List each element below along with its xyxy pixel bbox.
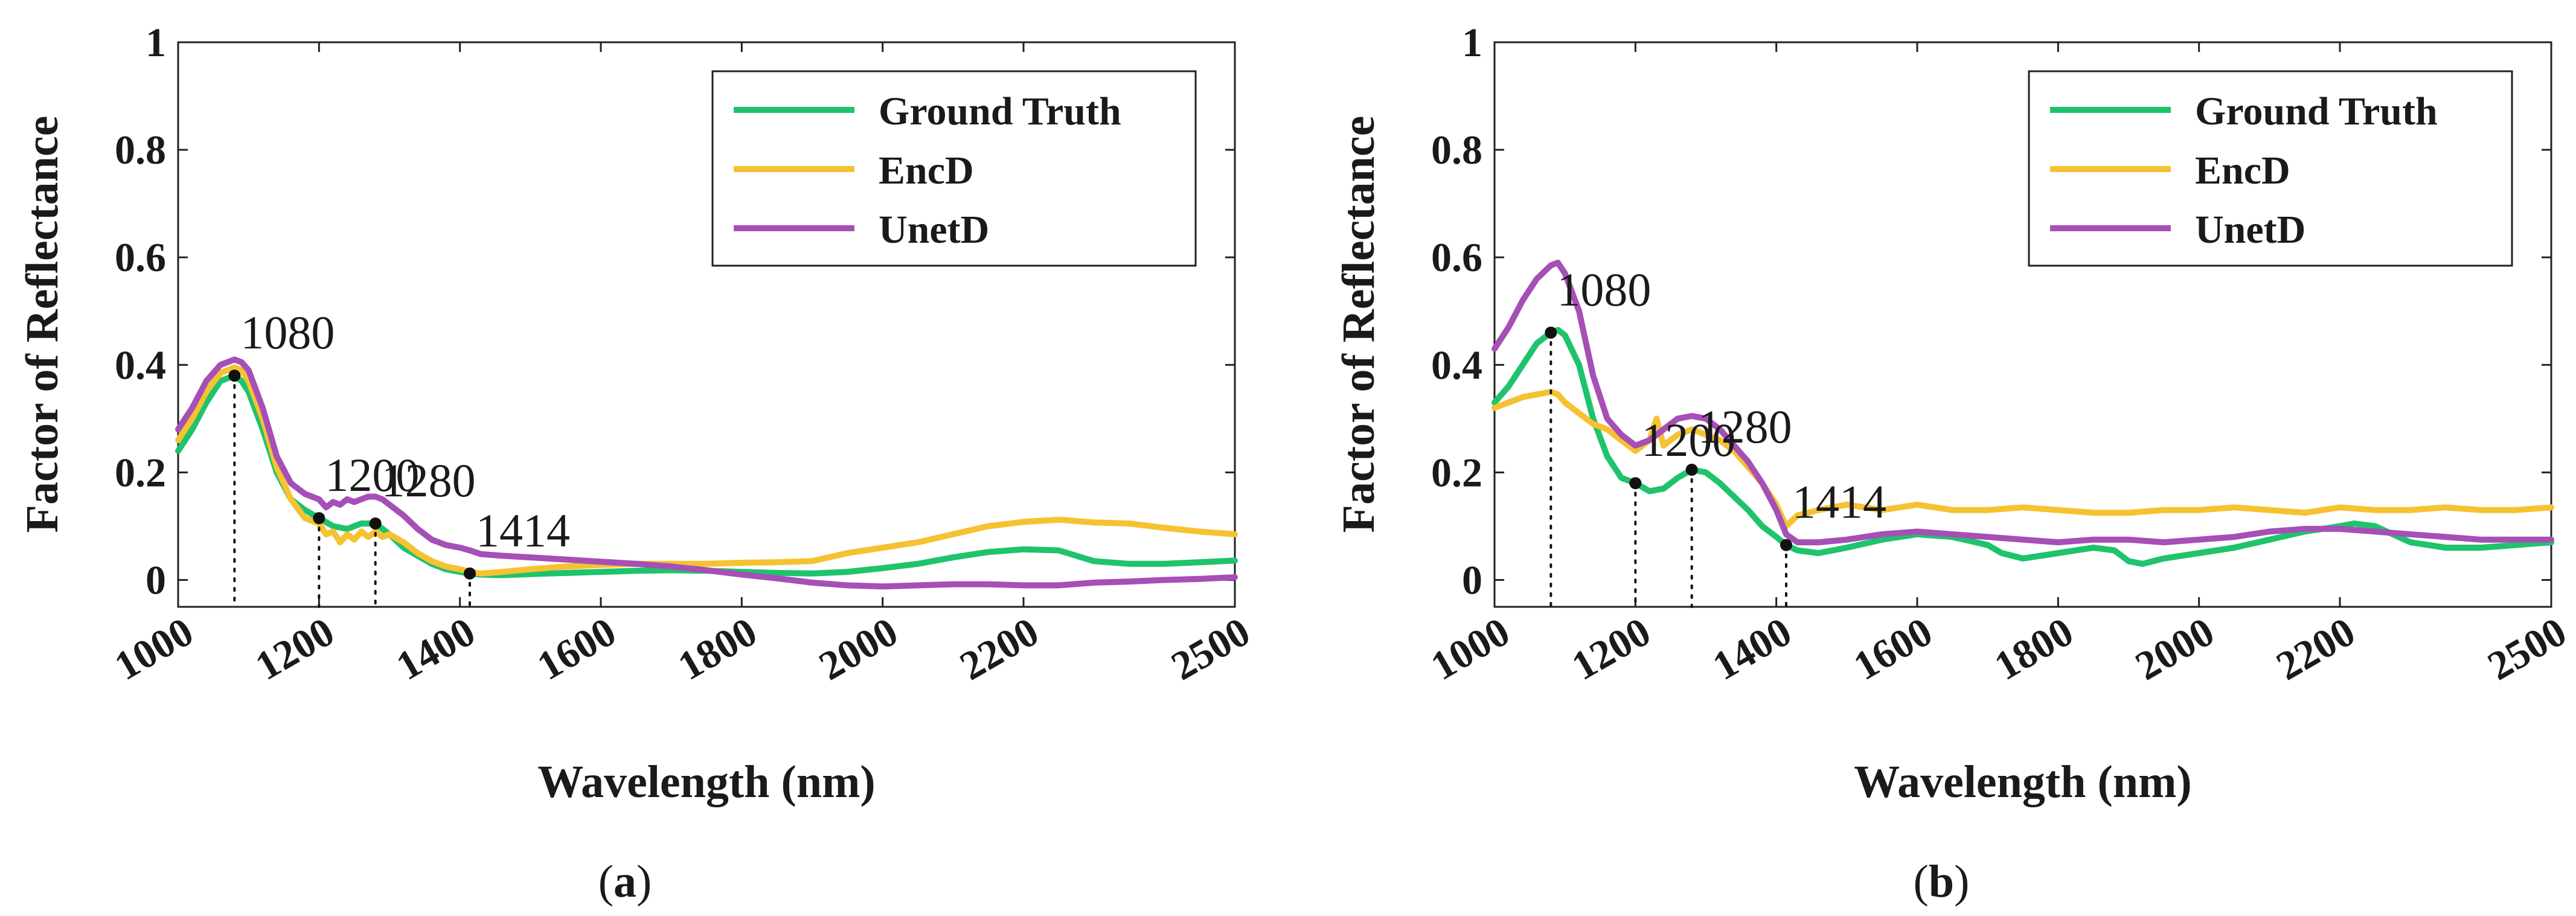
legend-label-ground-truth: Ground Truth (2195, 89, 2438, 133)
legend: Ground Truth EncD UnetD (711, 70, 1197, 267)
x-tick-label: 2200 (2269, 608, 2363, 689)
marker-label: 1200 (1641, 414, 1735, 466)
x-tick-label: 1400 (388, 608, 482, 689)
plot-frame (177, 41, 1236, 608)
marker-point (1629, 477, 1642, 490)
x-tick-label: 2000 (811, 608, 905, 689)
legend: Ground Truth EncD UnetD (2028, 70, 2513, 267)
marker-point (369, 517, 382, 530)
legend-label-encd: EncD (2195, 149, 2290, 193)
x-tick-label: 1200 (1564, 608, 1658, 689)
panel-label: (b) (1914, 856, 1970, 907)
y-tick-label: 1 (1462, 19, 1482, 65)
plot-frame (1493, 41, 2552, 608)
y-tick-label: 0.6 (115, 234, 166, 280)
legend-label-encd: EncD (879, 149, 974, 193)
marker-label: 1200 (325, 449, 419, 501)
x-tick-label: 2000 (2127, 608, 2222, 689)
y-tick-label: 0 (1462, 557, 1482, 603)
y-tick-label: 1 (146, 19, 166, 65)
marker-point (1780, 539, 1792, 551)
series-line-unetd (1491, 260, 2554, 546)
x-tick-label: 2500 (1164, 608, 1258, 689)
x-axis-title: Wavelength (nm) (537, 757, 875, 807)
y-tick-label: 0.8 (1431, 127, 1482, 173)
legend-label-unetd: UnetD (2195, 208, 2305, 252)
y-axis-title: Factor of Reflectance (1333, 116, 1384, 533)
y-tick-label: 0.8 (115, 127, 166, 173)
x-tick-label: 1400 (1705, 608, 1799, 689)
panel-label-close: ) (1954, 856, 1969, 907)
panel-label: (a) (598, 856, 652, 907)
panel-label-open: ( (598, 856, 614, 907)
marker-label: 1080 (1557, 263, 1651, 316)
x-axis-title: Wavelength (nm) (1854, 757, 2191, 807)
marker-label: 1080 (240, 306, 335, 359)
y-tick-label: 0.4 (115, 342, 166, 388)
series-line-encd (1491, 388, 2554, 530)
marker-label: 1414 (1792, 476, 1886, 528)
y-tick-label: 0 (146, 557, 166, 603)
x-tick-label: 1800 (670, 608, 764, 689)
x-tick-label: 1800 (1987, 608, 2081, 689)
panel-a: 0 0.2 0.4 0.6 0.8 1 1000 1200 1400 1600 1800 2000 2… (17, 19, 1258, 907)
marker-point (464, 567, 476, 580)
series-line-encd (175, 364, 1238, 577)
y-axis-title: Factor of Reflectance (17, 116, 68, 533)
marker-label: 1414 (476, 504, 570, 557)
y-tick-label: 0.2 (115, 449, 166, 495)
legend-label-unetd: UnetD (879, 208, 989, 252)
x-tick-label: 2500 (2480, 608, 2574, 689)
panel-label-open: ( (1914, 856, 1929, 907)
marker-point (1545, 326, 1557, 339)
panel-label-letter: a (614, 856, 636, 907)
marker-label: 1280 (382, 454, 476, 507)
y-tick-label: 0.4 (1431, 342, 1482, 388)
legend-label-ground-truth: Ground Truth (879, 89, 1121, 133)
x-tick-label: 1000 (1423, 608, 1517, 689)
x-tick-label: 1600 (530, 608, 624, 689)
series-layer (1491, 260, 2554, 567)
panel-b: 0 0.2 0.4 0.6 0.8 1 1000 1200 1400 1600 1800 2000 2… (1333, 19, 2574, 907)
series-line-unetd (175, 356, 1238, 590)
x-tick-label: 1000 (107, 608, 201, 689)
panel-label-close: ) (636, 856, 652, 907)
panel-label-letter: b (1929, 856, 1954, 907)
marker-point (228, 370, 241, 382)
x-tick-label: 2200 (952, 608, 1046, 689)
marker-label: 1280 (1698, 400, 1792, 453)
marker-point (313, 512, 325, 525)
x-tick-label: 1600 (1846, 608, 1940, 689)
x-tick-label: 1200 (248, 608, 342, 689)
y-tick-label: 0.6 (1431, 234, 1482, 280)
y-tick-label: 0.2 (1431, 449, 1482, 495)
y-ticks: 0 0.2 0.4 0.6 0.8 1 (115, 19, 1235, 603)
marker-point (1685, 463, 1698, 476)
y-ticks: 0 0.2 0.4 0.6 0.8 1 (1431, 19, 2551, 603)
